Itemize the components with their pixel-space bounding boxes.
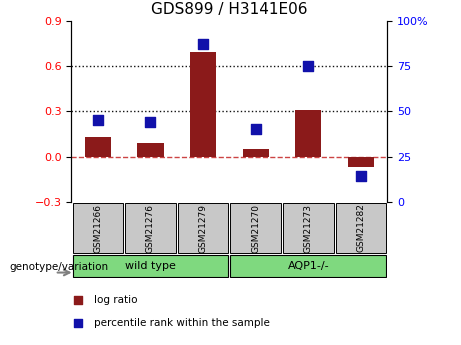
Point	[74, 297, 82, 302]
FancyBboxPatch shape	[72, 255, 228, 277]
FancyBboxPatch shape	[336, 203, 386, 253]
Bar	[137, 143, 164, 157]
Text: wild type: wild type	[125, 261, 176, 270]
Text: AQP1-/-: AQP1-/-	[288, 261, 329, 270]
FancyBboxPatch shape	[72, 203, 123, 253]
FancyBboxPatch shape	[178, 203, 228, 253]
FancyBboxPatch shape	[230, 255, 386, 277]
Text: GSM21276: GSM21276	[146, 204, 155, 253]
Text: log ratio: log ratio	[94, 295, 137, 305]
Bar	[295, 110, 321, 157]
Text: GSM21270: GSM21270	[251, 204, 260, 253]
Point	[252, 127, 260, 132]
Point	[357, 174, 365, 179]
Bar	[242, 149, 269, 157]
Text: GSM21282: GSM21282	[356, 204, 366, 253]
FancyBboxPatch shape	[125, 203, 176, 253]
Text: genotype/variation: genotype/variation	[9, 263, 108, 272]
Title: GDS899 / H3141E06: GDS899 / H3141E06	[151, 2, 307, 17]
Bar	[190, 52, 216, 157]
Text: percentile rank within the sample: percentile rank within the sample	[94, 318, 269, 328]
Text: GSM21266: GSM21266	[93, 204, 102, 253]
Bar	[348, 157, 374, 167]
Point	[74, 321, 82, 326]
Text: GSM21273: GSM21273	[304, 204, 313, 253]
Point	[199, 41, 207, 47]
Point	[147, 119, 154, 125]
FancyBboxPatch shape	[230, 203, 281, 253]
FancyBboxPatch shape	[283, 203, 334, 253]
Point	[94, 118, 101, 123]
Text: GSM21279: GSM21279	[199, 204, 207, 253]
Point	[305, 63, 312, 69]
Bar	[85, 137, 111, 157]
